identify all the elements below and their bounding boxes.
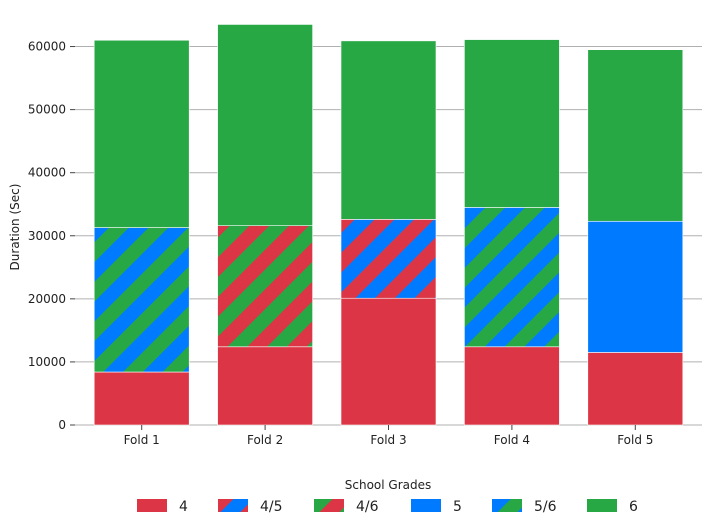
bar-segment: [587, 49, 684, 222]
legend-label: 4: [179, 499, 188, 515]
x-tick-label: Fold 4: [494, 433, 530, 447]
legend-swatch: [587, 499, 617, 512]
y-tick-label: 10000: [28, 355, 66, 369]
y-tick-label: 0: [58, 418, 66, 432]
bar-segment: [340, 219, 437, 299]
legend-title: School Grades: [345, 478, 432, 492]
y-tick-label: 60000: [28, 40, 66, 54]
x-tick-label: Fold 3: [370, 433, 406, 447]
legend-swatch: [411, 499, 441, 512]
bar-segment: [464, 207, 560, 348]
legend: 4 4/5 4/6 5 5/6 6: [137, 499, 638, 515]
legend-label: 5: [453, 499, 462, 515]
bars: [93, 24, 684, 426]
legend-swatch: [314, 499, 344, 512]
bar-segment: [587, 352, 684, 426]
x-tick-label: Fold 1: [124, 433, 160, 447]
y-tick-label: 40000: [28, 166, 66, 180]
y-axis-title: Duration (Sec): [8, 184, 22, 271]
bar-segment: [93, 227, 190, 373]
legend-label: 4/6: [356, 499, 379, 515]
bar-segment: [217, 225, 313, 348]
bar-segment: [217, 346, 313, 426]
legend-label: 6: [629, 499, 638, 515]
y-tick-labels: 0 10000 20000 30000 40000 50000 60000: [28, 40, 75, 432]
bar-segment: [93, 39, 190, 228]
bar-segment: [340, 297, 437, 426]
x-tick-label: Fold 2: [247, 433, 283, 447]
legend-swatch: [137, 499, 167, 512]
legend-label: 4/5: [260, 499, 283, 515]
bar-segment: [587, 220, 684, 353]
bar-segment: [340, 40, 437, 220]
bar-segment: [464, 39, 560, 208]
x-tick-label: Fold 5: [617, 433, 653, 447]
bar-segment: [217, 24, 313, 226]
legend-swatch: [492, 499, 522, 512]
y-tick-label: 50000: [28, 103, 66, 117]
x-tick-labels: Fold 1 Fold 2 Fold 3 Fold 4 Fold 5: [124, 425, 653, 447]
y-tick-label: 20000: [28, 292, 66, 306]
bar-segment: [93, 371, 190, 426]
legend-swatch: [218, 499, 248, 512]
legend-label: 5/6: [534, 499, 557, 515]
bar-segment: [464, 346, 560, 426]
y-tick-label: 30000: [28, 229, 66, 243]
